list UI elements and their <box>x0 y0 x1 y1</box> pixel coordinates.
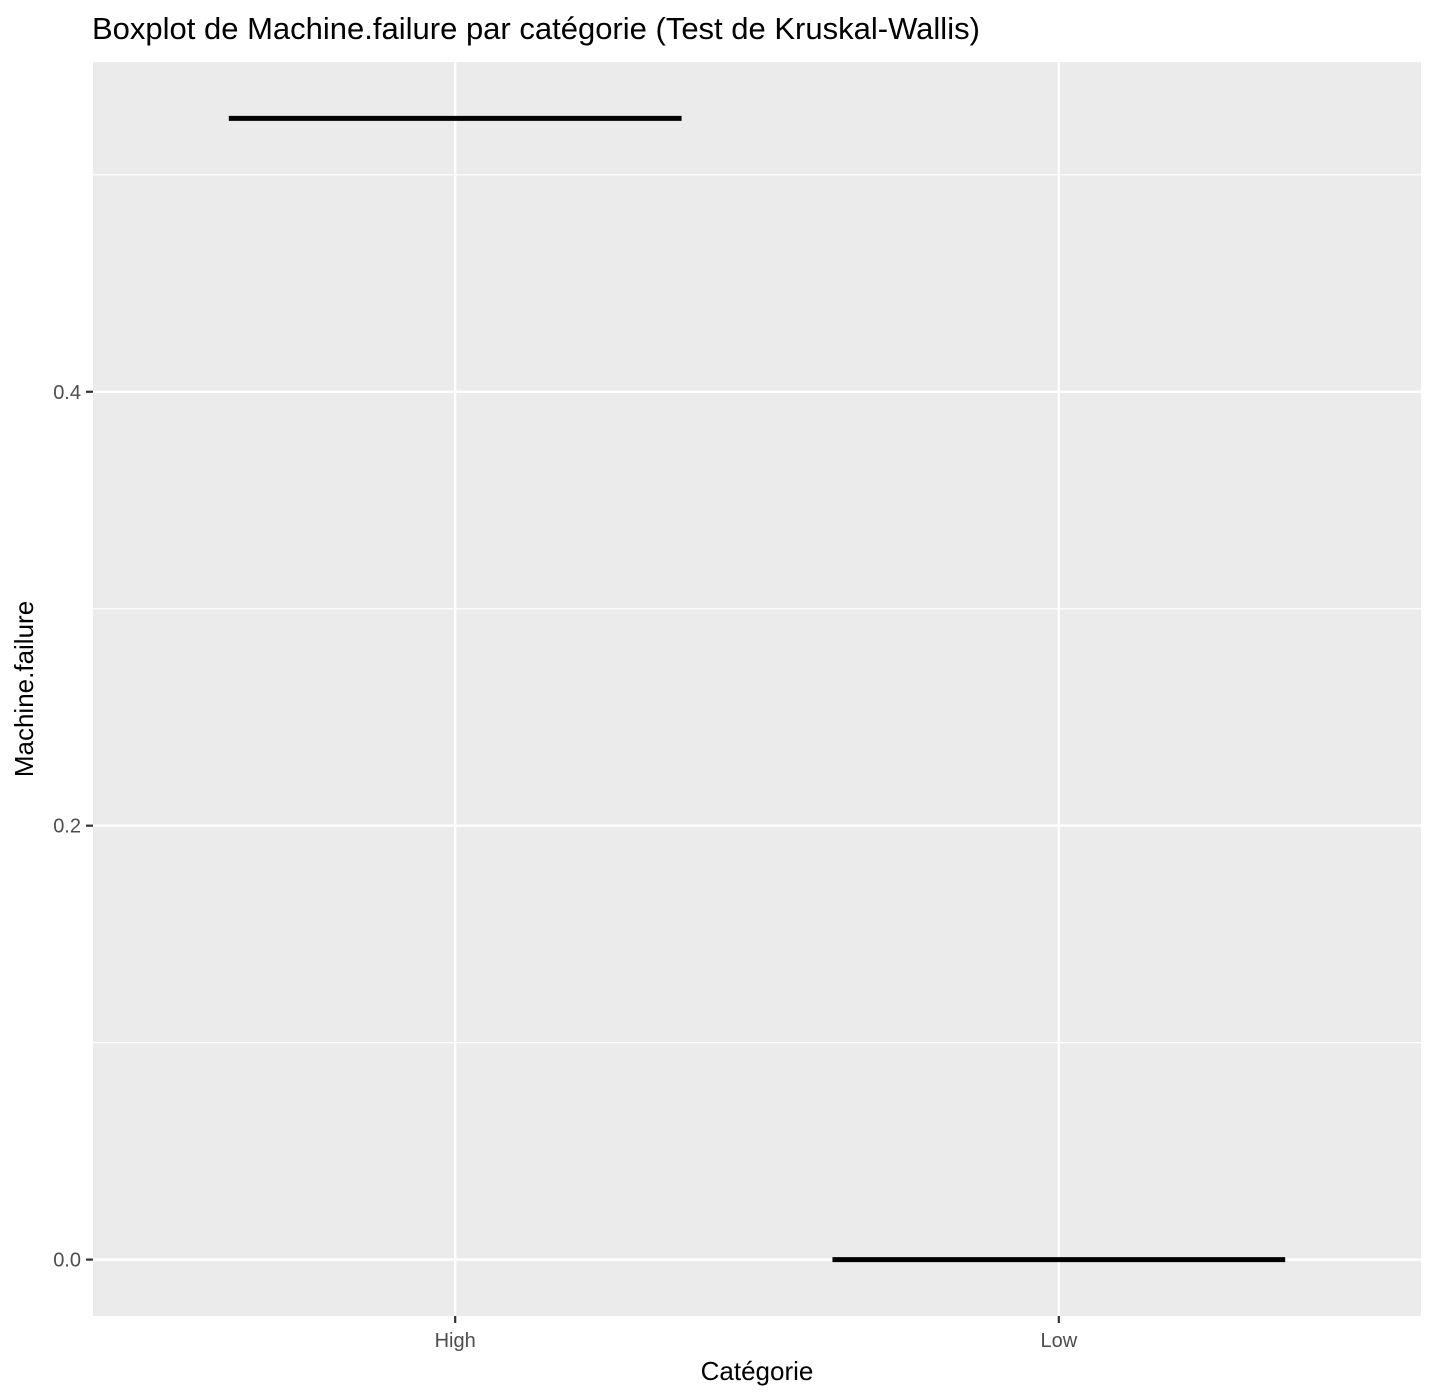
y-tick-label: 0.4 <box>53 382 81 404</box>
y-axis-title: Machine.failure <box>9 601 39 777</box>
grid-lines <box>93 62 1421 1316</box>
x-tick-label: High <box>435 1330 476 1352</box>
y-axis: 0.0 0.2 0.4 <box>53 382 93 1272</box>
plot-panel <box>93 62 1421 1316</box>
y-tick-label: 0.2 <box>53 816 81 838</box>
chart-title: Boxplot de Machine.failure par catégorie… <box>92 11 980 46</box>
x-axis-title: Catégorie <box>701 1356 814 1386</box>
x-tick-label: Low <box>1040 1330 1077 1352</box>
boxes <box>228 115 1286 1263</box>
x-axis: High Low <box>435 1316 1078 1352</box>
y-tick-label: 0.0 <box>53 1250 81 1272</box>
